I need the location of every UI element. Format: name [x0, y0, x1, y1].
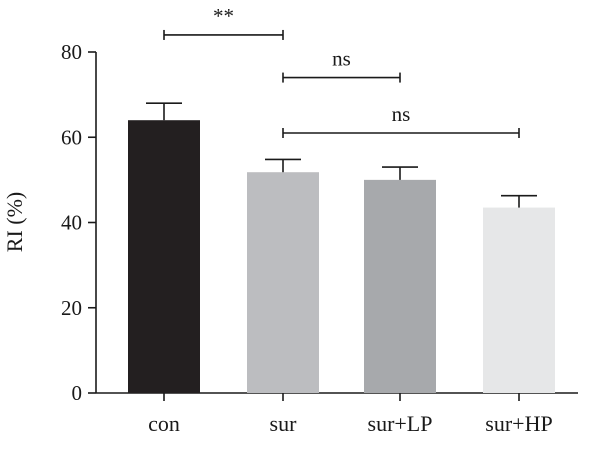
x-tick-label: sur+LP — [368, 411, 433, 436]
axes: 0 20 40 60 80 con sur sur+LP sur+HP — [61, 40, 578, 436]
significance-brackets: ** ns ns — [163, 4, 520, 138]
x-tick-label: sur+HP — [485, 411, 552, 436]
y-axis-title: RI (%) — [2, 192, 27, 252]
error-bars — [146, 102, 537, 208]
bar-con — [128, 120, 200, 393]
y-tick-label: 40 — [61, 211, 82, 235]
significance-label: ns — [332, 47, 351, 71]
significance-label: ns — [392, 102, 411, 126]
bar-sur-hp — [483, 207, 555, 393]
y-tick-label: 60 — [61, 125, 82, 149]
x-tick-label: con — [148, 411, 180, 436]
significance-label: ** — [213, 4, 234, 28]
y-tick-label: 80 — [61, 40, 82, 64]
x-tick-label: sur — [270, 411, 298, 436]
bar-sur — [247, 172, 319, 393]
bar-sur-lp — [364, 179, 436, 393]
y-tick-label: 20 — [61, 296, 82, 320]
bars — [128, 120, 555, 393]
y-tick-label: 0 — [72, 381, 83, 405]
